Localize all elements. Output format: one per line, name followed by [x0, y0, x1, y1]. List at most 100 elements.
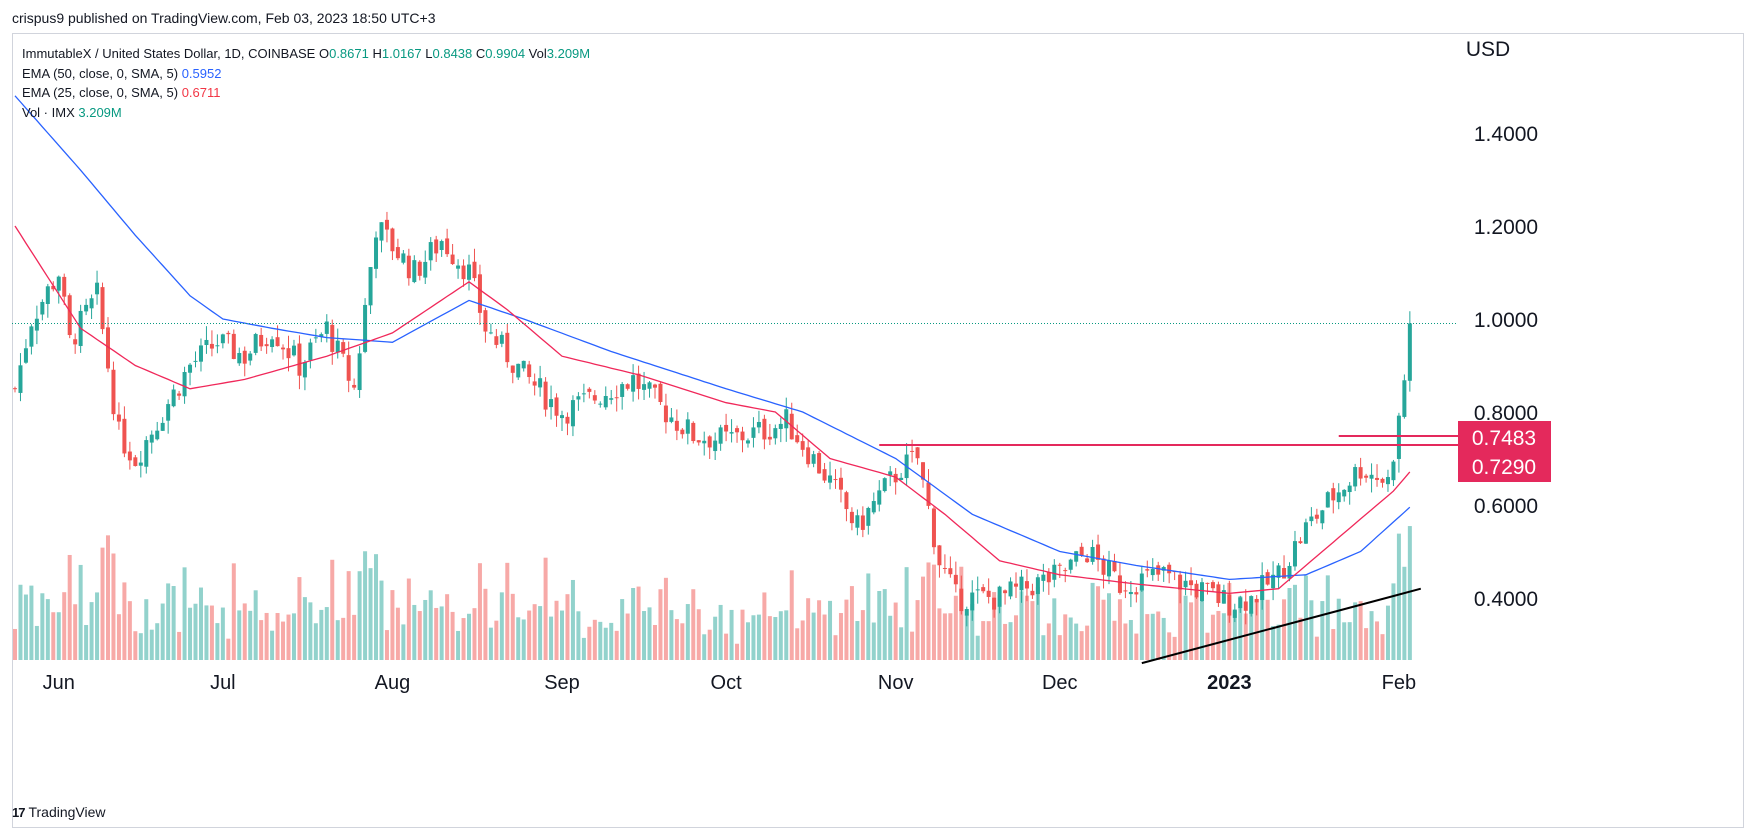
footer-brand[interactable]: 17 TradingView	[12, 804, 106, 820]
volume-bar	[1178, 586, 1183, 660]
candle-body	[423, 261, 428, 278]
candle-body	[527, 364, 532, 378]
volume-bar	[838, 613, 843, 660]
candle-body	[849, 511, 854, 524]
candle-body	[828, 475, 833, 483]
volume-bar	[384, 630, 389, 660]
candle-body	[29, 326, 34, 347]
candle-body	[160, 422, 165, 431]
candle-body	[931, 508, 936, 548]
candle-body	[133, 457, 138, 467]
legend-volume-row[interactable]: Vol · IMX 3.209M	[22, 103, 590, 123]
volume-bar	[357, 571, 362, 660]
candle-body	[231, 333, 236, 359]
candle-body	[368, 267, 373, 306]
volume-bar	[308, 602, 313, 660]
legend-ema25-row[interactable]: EMA (25, close, 0, SMA, 5) 0.6711	[22, 83, 590, 103]
candle-body	[1128, 591, 1133, 595]
volume-bar	[1249, 611, 1254, 660]
candle-body	[877, 490, 882, 505]
candle-body	[888, 471, 893, 476]
candle-body	[95, 282, 100, 295]
volume-bar	[718, 604, 723, 660]
volume-bar	[745, 622, 750, 660]
candle-body	[538, 378, 543, 388]
volume-bar	[855, 621, 860, 660]
volume-bar	[1353, 602, 1358, 660]
volume-bar	[177, 631, 182, 660]
volume-bar	[122, 582, 127, 660]
volume-bar	[1003, 623, 1008, 660]
volume-bar	[1161, 617, 1166, 660]
volume-bar	[166, 583, 171, 660]
candle-body	[374, 237, 379, 269]
volume-bar	[1074, 623, 1079, 660]
volume-bar	[439, 606, 444, 660]
volume-bar	[51, 612, 56, 660]
volume-bar	[1068, 617, 1073, 660]
candle-body	[467, 264, 472, 280]
candle-body	[543, 381, 548, 410]
candle-body	[510, 365, 515, 373]
volume-bar	[729, 609, 734, 660]
candle-body	[1385, 477, 1390, 485]
volume-bar	[1019, 591, 1024, 660]
candle-body	[18, 365, 23, 393]
candle-body	[1019, 576, 1024, 591]
volume-bar	[259, 620, 264, 660]
volume-bar	[570, 579, 575, 660]
volume-bar	[1391, 583, 1396, 660]
candle-body	[1287, 565, 1292, 579]
volume-bar	[795, 628, 800, 660]
volume-bar	[428, 590, 433, 660]
candle-body	[1298, 541, 1303, 544]
ema50-line	[14, 95, 1411, 581]
candle-body	[598, 403, 603, 405]
price-axis: USD 1.4000 1.2000 1.0000 0.8000 0.6000 0.4000	[1466, 38, 1538, 611]
candle-body	[434, 239, 439, 254]
candle-body	[286, 348, 291, 359]
volume-bar	[877, 591, 882, 660]
volume-bar	[1194, 596, 1199, 660]
volume-bar	[1046, 623, 1051, 660]
volume-bar	[1375, 621, 1380, 660]
ema50-label: EMA (50, close, 0, SMA, 5)	[22, 65, 179, 81]
volume-bar	[29, 585, 34, 660]
candle-body	[1342, 489, 1347, 497]
time-tick-label: Jul	[210, 672, 236, 694]
candle-body	[1101, 558, 1106, 575]
candle-body	[1292, 541, 1297, 567]
volume-bar	[636, 586, 641, 660]
volume-bar	[78, 564, 83, 660]
candle-body	[1112, 560, 1117, 572]
volume-bar	[587, 626, 592, 660]
candle-body	[401, 253, 406, 263]
volume-bar	[390, 590, 395, 660]
volume-bar	[735, 643, 740, 660]
candle-body	[1358, 467, 1363, 479]
legend-ema50-row[interactable]: EMA (50, close, 0, SMA, 5) 0.5952	[22, 64, 590, 84]
volume-bar	[401, 624, 406, 660]
volume-bar	[707, 629, 712, 660]
candle-body	[915, 447, 920, 459]
volume-bar	[1238, 596, 1243, 660]
open-label: O	[318, 46, 330, 61]
candle-body	[620, 384, 625, 397]
candle-body	[450, 254, 455, 265]
volume-bar	[915, 600, 920, 660]
candle-body	[456, 265, 461, 269]
candle-body	[603, 396, 608, 408]
candle-body	[642, 384, 647, 390]
candle-body	[953, 574, 958, 585]
volume-bar	[773, 617, 778, 660]
volume-bar	[1314, 636, 1319, 660]
volume-bar	[395, 607, 400, 660]
candle-body	[335, 340, 340, 353]
volume-bar	[1063, 614, 1068, 660]
volume-indicator-label: Vol · IMX	[22, 104, 75, 120]
volume-bar	[543, 557, 548, 660]
candle-body	[549, 399, 554, 408]
volume-bar	[942, 613, 947, 660]
candle-body	[1107, 560, 1111, 577]
